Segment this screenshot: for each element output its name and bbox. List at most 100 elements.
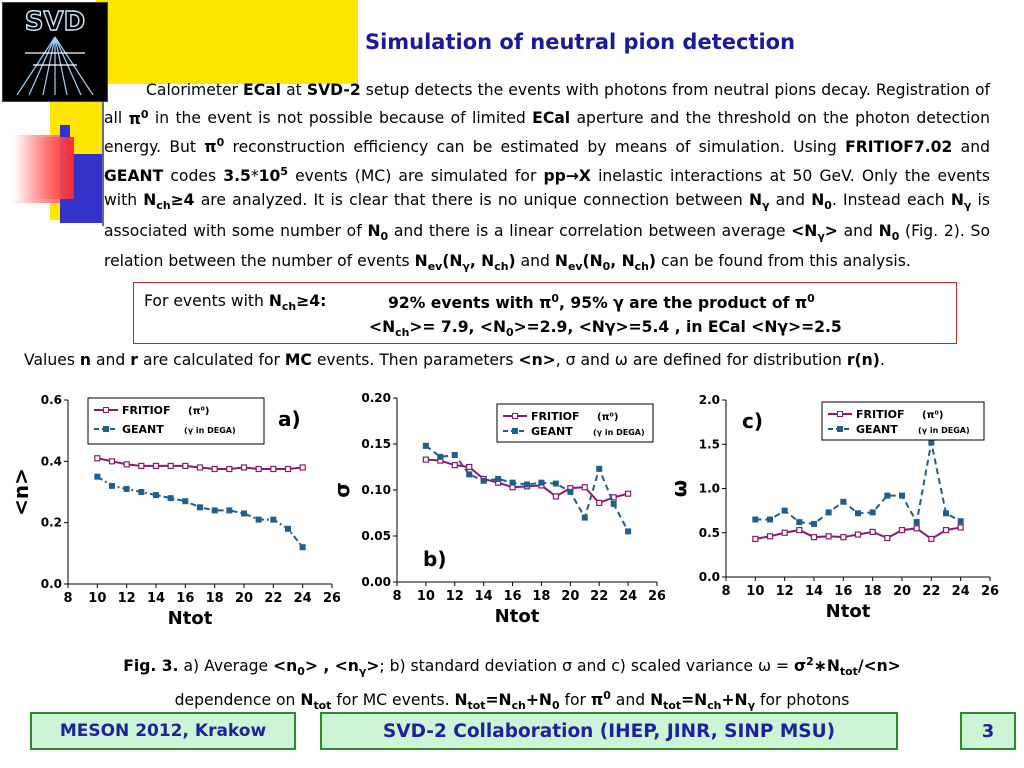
point-fritiof [196,464,204,471]
point-geant [182,498,189,505]
point-fritiof [167,462,174,470]
x-tick-label: 10 [417,589,435,604]
legend-label: GEANT [531,425,573,438]
point-geant [943,510,949,517]
x-tick-label: 26 [323,591,340,606]
point-geant [509,479,516,486]
point-geant [167,495,174,502]
point-fritiof [752,535,759,543]
point-fritiof [123,461,130,468]
point-fritiof [451,462,458,469]
point-geant [270,516,277,523]
point-fritiof [581,484,588,491]
point-geant [610,500,617,507]
x-tick-label: 22 [922,584,940,599]
point-geant [451,452,458,459]
legend-label: GEANT [856,423,898,436]
x-tick-label: 8 [63,591,72,606]
x-tick-label: 10 [88,591,106,606]
point-fritiof [957,524,964,531]
point-fritiof [884,534,891,542]
x-tick-label: 12 [118,591,136,606]
figure-caption: Fig. 3. a) Average <n0> , <nγ>; b) stand… [123,655,901,713]
legend-box [496,403,654,443]
point-fritiof [466,463,473,471]
decor-yellow-top [96,0,358,84]
y-tick-label: 1.5 [699,437,720,451]
legend-annotation: (γ in DEGA) [593,428,645,437]
summary-line-condition: For events with Nch≥4: [144,292,327,314]
x-tick-label: 18 [206,591,224,606]
point-geant [138,489,145,495]
x-tick-label: 22 [590,589,608,604]
point-geant [153,492,159,499]
legend-annotation: (π⁰) [597,412,618,423]
point-geant [123,485,130,492]
point-geant [869,509,876,516]
summary-line-averages: <Nch>= 7.9, <N0>=2.9, <Nγ>=5.4 , in ECal… [369,318,842,340]
y-tick-label: 0.15 [361,437,391,451]
y-tick-label: 1.0 [699,482,720,496]
point-geant [495,475,502,482]
footer-page-number: 3 [960,712,1016,750]
legend-marker [837,411,843,417]
legend-marker [103,407,109,413]
point-fritiof [766,533,774,540]
point-fritiof [255,465,262,473]
point-geant [211,507,218,514]
legend-annotation: (π⁰) [188,406,209,417]
intro-text: Calorimeter ECal at SVD-2 setup detects … [104,81,990,274]
point-fritiof [928,535,935,543]
point-geant [957,518,964,525]
decor-yellow-mid [70,100,104,154]
point-fritiof [94,455,101,462]
point-geant [538,479,545,486]
svd-logo: SVD [2,2,108,102]
point-geant [913,519,920,526]
point-geant [855,510,861,517]
y-axis-label: σ [335,482,354,498]
y-tick-label: 2.0 [699,393,720,407]
x-tick-label: 24 [619,589,637,604]
x-tick-label: 14 [805,584,823,599]
point-fritiof [552,493,559,500]
point-geant [596,465,603,472]
x-tick-label: 20 [893,584,911,599]
y-tick-label: 0.20 [361,391,391,405]
chart-c: 8 10 12 14 16 18 20 22 24 26 0.0 0.5 1.0 1.5 2.0 Ntot ω F… [672,393,999,622]
legend-label: FRITIOF [122,404,171,417]
point-geant [285,525,291,532]
point-fritiof [138,462,145,470]
y-tick-label: 0.00 [361,575,391,589]
point-geant [767,516,773,523]
y-axis-label: <n> [10,468,33,516]
legend-box [821,401,985,441]
point-fritiof [270,465,277,473]
point-fritiof [810,534,818,541]
x-tick-label: 12 [776,584,794,599]
point-geant [255,516,262,523]
x-tick-label: 26 [981,584,999,599]
point-geant [226,507,233,514]
footer-collaboration: SVD-2 Collaboration (IHEP, JINR, SINP MS… [320,712,898,750]
point-fritiof [240,464,248,471]
point-geant [567,488,574,495]
legend-marker [512,428,518,434]
summary-box: For events with Nch≥4: 92% events with π… [133,282,957,344]
point-geant [197,504,203,511]
point-fritiof [825,533,832,540]
x-tick-label: 16 [176,591,194,606]
point-fritiof [596,499,603,506]
legend-label: FRITIOF [856,408,905,421]
point-geant [299,544,306,551]
point-geant [781,507,788,514]
y-tick-label: 0.0 [41,577,62,591]
point-geant [811,520,817,527]
point-fritiof [152,462,160,470]
x-tick-label: 22 [264,591,282,606]
x-tick-label: 24 [294,591,312,606]
x-tick-label: 24 [952,584,970,599]
point-fritiof [898,526,906,534]
point-geant [109,482,115,489]
x-tick-label: 20 [561,589,579,604]
